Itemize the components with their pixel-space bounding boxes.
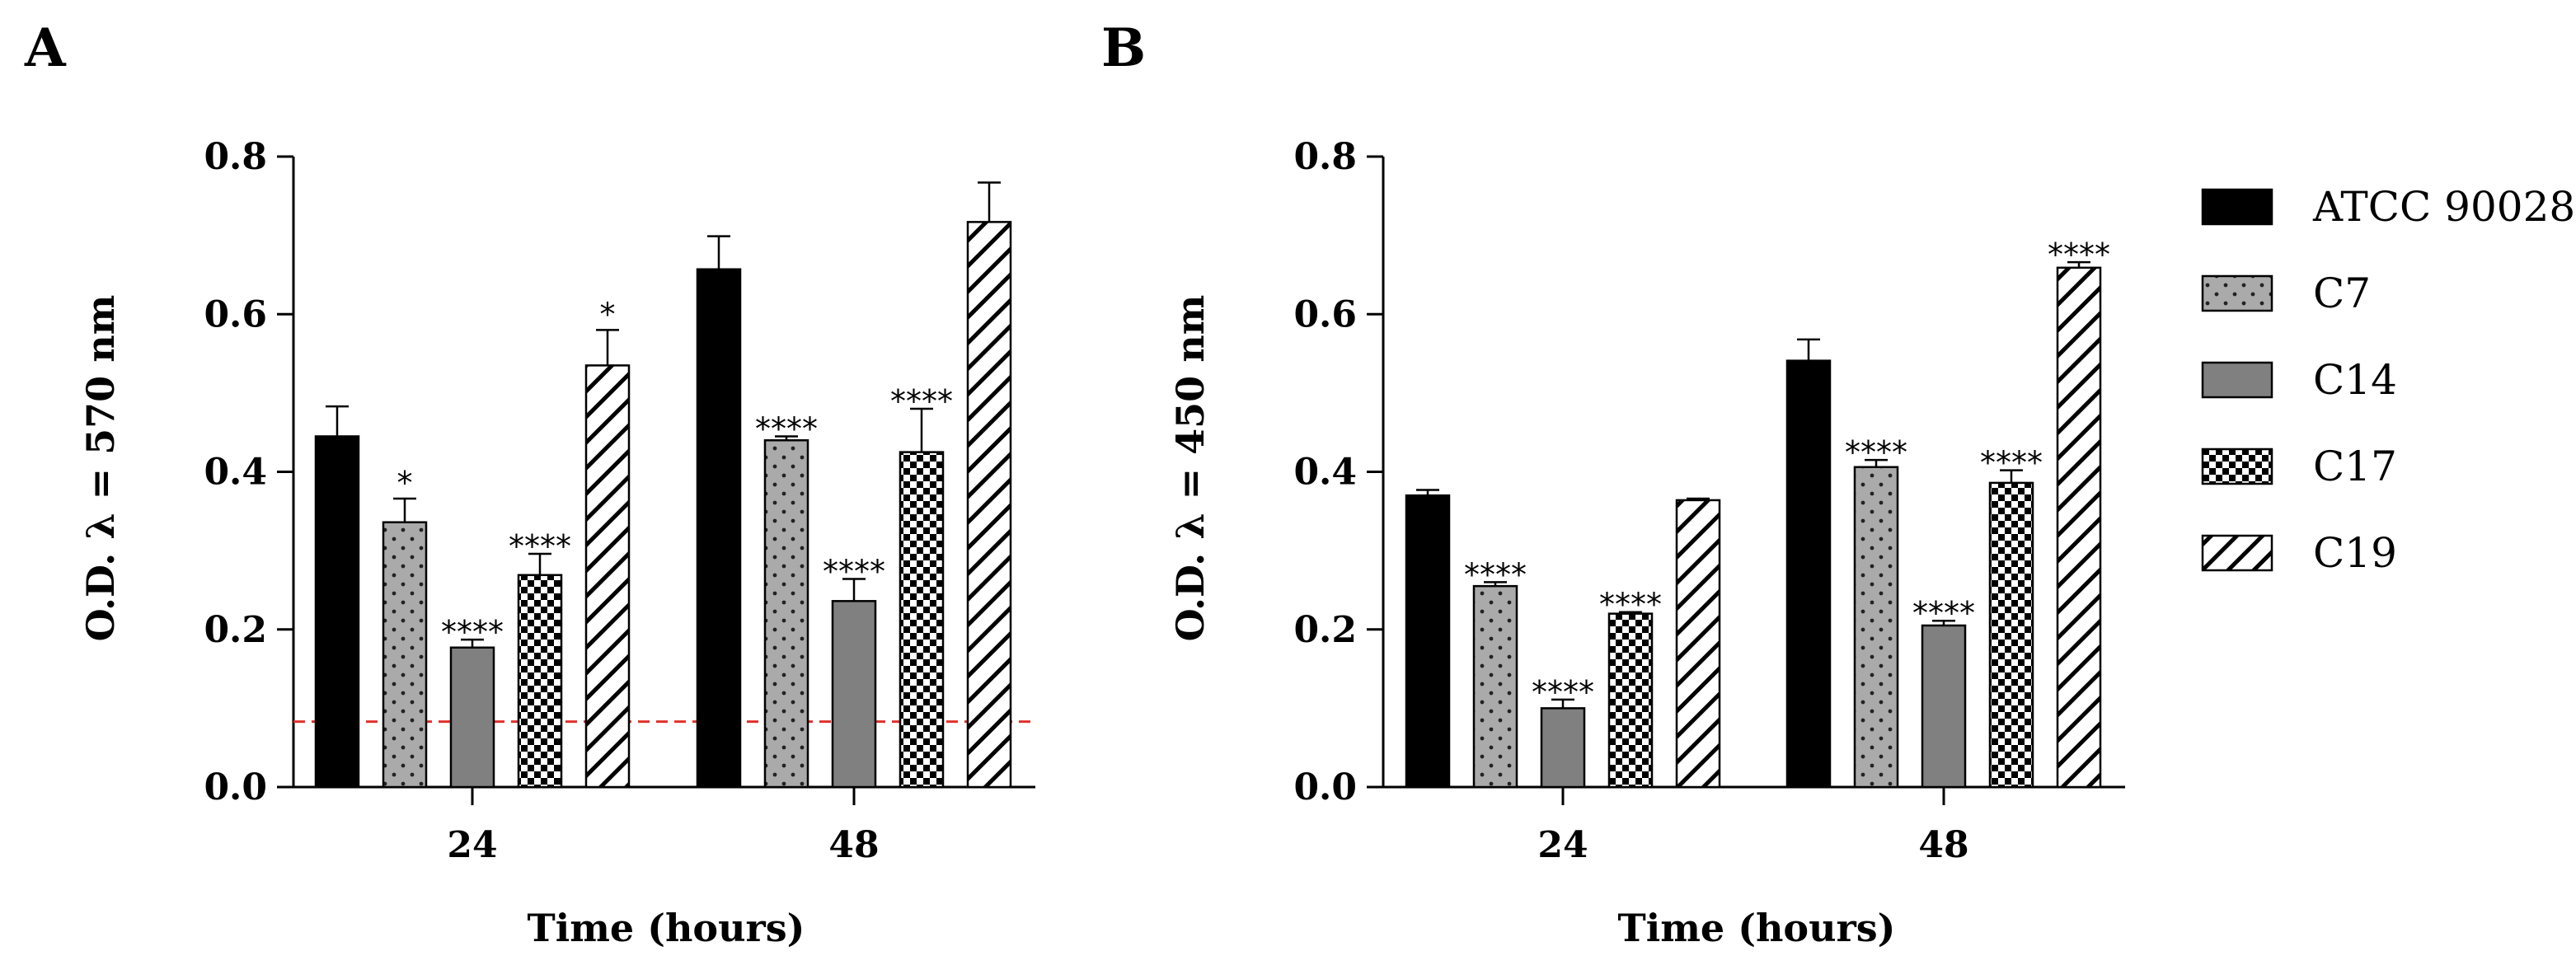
legend-label: C7 xyxy=(2313,269,2371,317)
y-tick-label-a: 0.8 xyxy=(204,136,267,178)
legend-label: ATCC 90028 xyxy=(2312,183,2575,231)
significance-label-a: * xyxy=(600,296,616,332)
y-tick-label-b: 0.0 xyxy=(1293,766,1357,808)
bar-b-48-c14 xyxy=(1921,624,1967,789)
x-axis-title-b: Time (hours) xyxy=(1618,906,1896,950)
legend-swatch-c7 xyxy=(2201,274,2273,312)
x-axis-title-a: Time (hours) xyxy=(528,906,805,950)
significance-label-b: **** xyxy=(2048,237,2110,273)
significance-label-a: * xyxy=(397,465,413,501)
significance-label-b: **** xyxy=(1599,587,1662,623)
bar-a-24-c17 xyxy=(517,574,563,789)
legend: ATCC 90028 C7 C14 C17 C19 xyxy=(2201,183,2575,577)
significance-label-b: **** xyxy=(1980,445,2043,481)
bar-a-24-c7 xyxy=(382,521,428,789)
x-tick-label-b: 24 xyxy=(1537,824,1588,866)
panel-letter-a: A xyxy=(24,17,67,79)
significance-label-a: **** xyxy=(509,528,571,565)
bar-b-48-atcc-90028 xyxy=(1785,359,1832,789)
y-axis-title-a: O.D. λ = 570 nm xyxy=(78,295,123,642)
legend-swatch-atcc-90028 xyxy=(2201,188,2273,226)
x-tick-label-a: 48 xyxy=(828,824,879,866)
legend-label: C14 xyxy=(2313,356,2397,404)
bar-b-24-c17 xyxy=(1607,612,1654,789)
significance-label-b: **** xyxy=(1845,434,1907,471)
significance-label-a: **** xyxy=(890,383,953,419)
y-tick-label-a: 0.6 xyxy=(204,293,267,335)
bar-a-24-atcc-90028 xyxy=(314,435,360,789)
legend-swatch-c19 xyxy=(2201,534,2273,572)
chart-panel-a: O.D. λ = 570 nm Time (hours) 0.0 0.2 0.4 0.… xyxy=(78,136,1035,950)
legend-label: C17 xyxy=(2313,443,2397,490)
bar-b-48-c7 xyxy=(1853,466,1899,789)
bar-a-48-atcc-90028 xyxy=(696,268,742,789)
y-tick-label-b: 0.6 xyxy=(1293,293,1357,335)
x-tick-label-a: 24 xyxy=(447,824,497,866)
bar-b-24-c19 xyxy=(1675,499,1721,789)
y-tick-label-a: 0.2 xyxy=(204,609,267,651)
legend-swatch-c14 xyxy=(2201,361,2273,399)
bar-b-24-c14 xyxy=(1540,707,1586,789)
y-tick-label-a: 0.4 xyxy=(204,452,267,494)
significance-label-a: **** xyxy=(823,554,885,590)
bar-b-24-atcc-90028 xyxy=(1405,494,1451,789)
x-tick-label-b: 48 xyxy=(1918,824,1968,866)
bar-a-48-c17 xyxy=(899,451,945,789)
chart-panel-b: O.D. λ = 450 nm Time (hours) 0.0 0.2 0.4 0.… xyxy=(1168,136,2125,950)
y-tick-label-b: 0.2 xyxy=(1293,609,1357,651)
y-axis-title-b: O.D. λ = 450 nm xyxy=(1168,295,1213,642)
bar-a-48-c7 xyxy=(763,439,809,789)
bar-a-48-c14 xyxy=(831,600,877,789)
significance-label-b: **** xyxy=(1912,595,1975,631)
y-tick-label-b: 0.4 xyxy=(1293,452,1357,494)
y-tick-label-a: 0.0 xyxy=(204,766,267,808)
y-tick-label-b: 0.8 xyxy=(1293,136,1357,178)
significance-label-b: **** xyxy=(1532,674,1594,710)
significance-label-a: **** xyxy=(441,614,504,650)
significance-label-a: **** xyxy=(755,410,818,447)
legend-label: C19 xyxy=(2313,529,2397,577)
bar-a-48-c19 xyxy=(966,221,1012,789)
bar-a-24-c19 xyxy=(584,364,631,789)
bar-b-48-c17 xyxy=(1988,481,2034,789)
bar-b-24-c7 xyxy=(1472,584,1518,789)
bar-b-48-c19 xyxy=(2056,266,2102,789)
bar-a-24-c14 xyxy=(449,646,495,789)
significance-label-b: **** xyxy=(1464,556,1527,593)
legend-swatch-c17 xyxy=(2201,448,2273,485)
panel-letter-b: B xyxy=(1101,17,1146,79)
